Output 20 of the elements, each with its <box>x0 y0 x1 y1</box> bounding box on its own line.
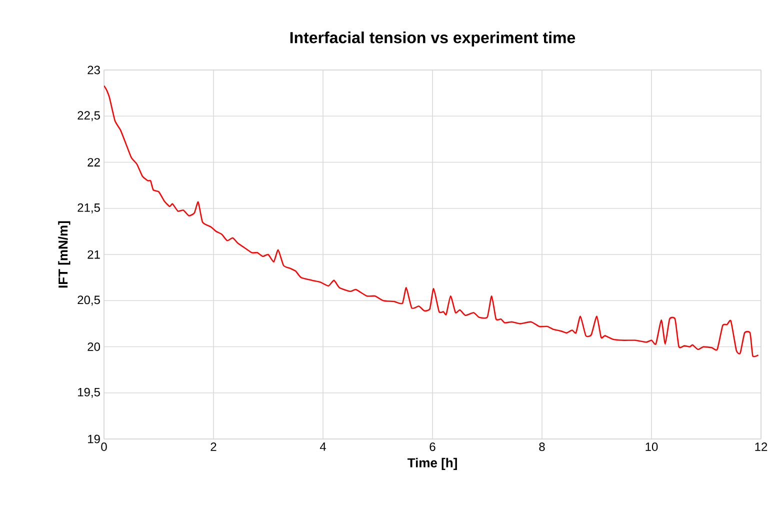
x-tick-label: 8 <box>539 442 545 452</box>
y-tick-label: 21,5 <box>78 203 100 214</box>
y-tick-label: 22,5 <box>78 111 100 122</box>
y-tick-label: 20,5 <box>78 296 100 306</box>
x-tick-label: 4 <box>320 442 326 451</box>
x-tick-label: 0 <box>101 442 107 452</box>
y-tick-label: 20 <box>88 342 100 351</box>
x-tick-label: 10 <box>646 442 658 452</box>
y-tick-label: 19,5 <box>78 388 100 398</box>
chart-title: Interfacial tension vs experiment time <box>290 32 576 46</box>
y-tick-label: 23 <box>88 66 100 74</box>
x-axis-title: Time [h] <box>407 458 457 470</box>
y-tick-label: 21 <box>88 250 100 259</box>
y-tick-label: 22 <box>88 158 100 166</box>
x-tick-label: 2 <box>210 442 216 451</box>
x-tick-label: 6 <box>430 442 436 452</box>
line-series <box>104 85 759 357</box>
y-axis-title: IFT [mN/m] <box>58 221 70 288</box>
y-tick-label: 19 <box>88 434 100 444</box>
x-tick-label: 12 <box>755 442 768 451</box>
